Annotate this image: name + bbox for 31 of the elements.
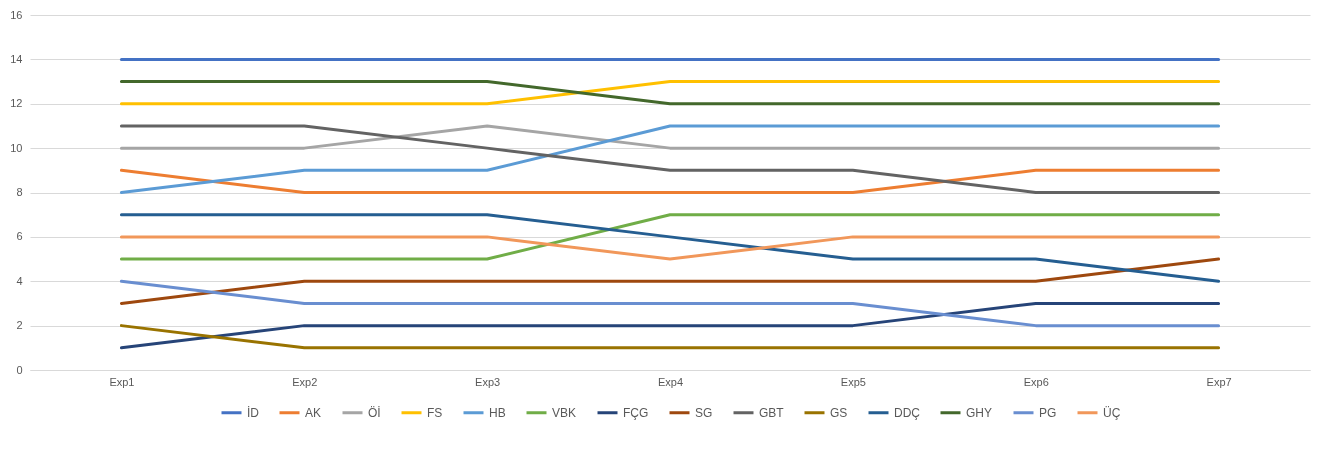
x-tick-label: Exp7	[1206, 375, 1232, 388]
x-tick-label: Exp2	[292, 375, 318, 388]
legend-label: FÇG	[623, 405, 649, 420]
legend-label: GBT	[759, 405, 785, 420]
y-tick-label: 14	[10, 52, 23, 65]
legend-label: Öİ	[368, 405, 381, 420]
x-tick-label: Exp1	[109, 375, 135, 388]
y-tick-label: 2	[16, 319, 23, 332]
line-series	[119, 213, 1221, 283]
y-tick-label: 10	[10, 141, 23, 154]
legend-label: GHY	[966, 405, 993, 420]
legend-label: GS	[830, 405, 848, 420]
legend-label: AK	[305, 405, 322, 420]
x-tick-label: Exp6	[1023, 375, 1049, 388]
legend-label: SG	[695, 405, 713, 420]
legend-label: PG	[1039, 405, 1057, 420]
legend-label: İD	[247, 405, 260, 420]
x-tick-label: Exp3	[475, 375, 501, 388]
y-tick-label: 4	[16, 274, 23, 287]
y-tick-label: 0	[16, 363, 23, 376]
y-tick-label: 8	[16, 186, 23, 198]
legend-label: FS	[427, 405, 443, 420]
legend-label: VBK	[552, 405, 577, 420]
y-tick-label: 16	[10, 8, 23, 21]
y-tick-label: 6	[16, 230, 23, 243]
legend-label: HB	[489, 405, 506, 420]
x-tick-label: Exp4	[657, 375, 684, 388]
x-tick-label: Exp5	[840, 375, 866, 388]
legend-label: ÜÇ	[1103, 405, 1121, 420]
legend-label: DDÇ	[894, 405, 921, 420]
y-tick-label: 12	[10, 97, 23, 110]
